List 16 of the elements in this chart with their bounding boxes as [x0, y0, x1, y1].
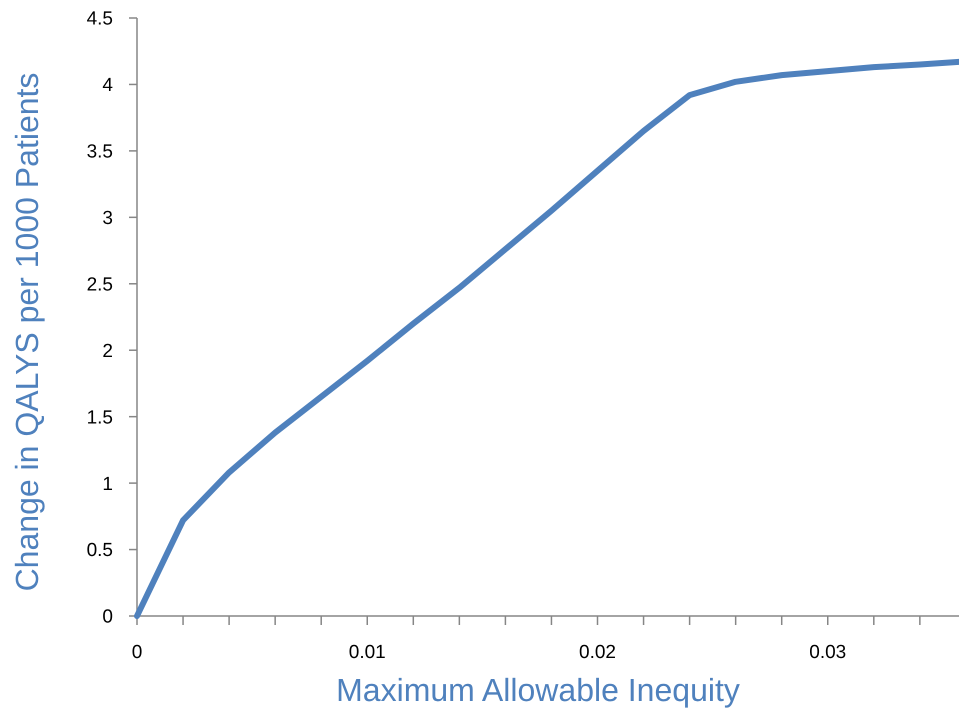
y-tick-label: 4 [102, 75, 114, 96]
y-tick-label: 1 [102, 474, 113, 495]
x-tick-label: 0.02 [579, 642, 616, 663]
y-tick-label: 3.5 [86, 142, 113, 163]
y-tick-label: 4.5 [86, 8, 113, 30]
y-tick-label: 2 [102, 340, 113, 362]
y-axis-title: Change in QALYS per 1000 Patients [9, 72, 45, 592]
x-tick-label: 0.01 [348, 642, 386, 663]
y-tick-label: 0.5 [86, 540, 113, 562]
y-tick-label: 1.5 [86, 407, 113, 428]
x-axis-title: Maximum Allowable Inequity [336, 672, 740, 708]
x-tick-label: 0 [132, 642, 142, 663]
y-tick-label: 3 [102, 208, 113, 229]
y-tick-label: 2.5 [86, 274, 113, 296]
x-tick-label: 0.03 [809, 642, 846, 663]
y-tick-label: 0 [102, 606, 113, 628]
